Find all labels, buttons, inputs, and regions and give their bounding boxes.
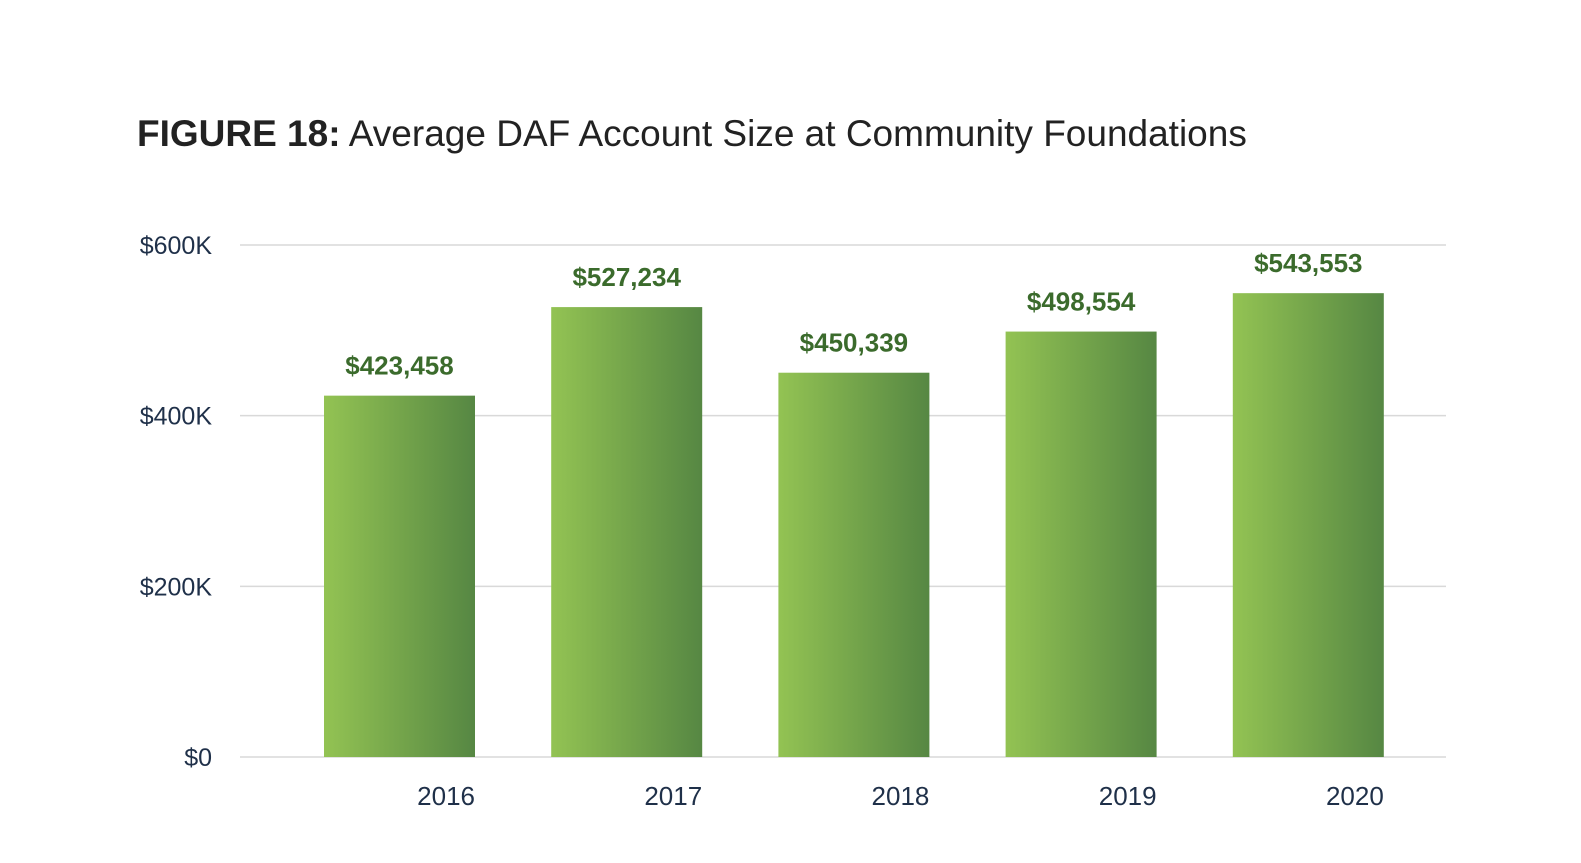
data-label: $450,339 (800, 328, 908, 358)
x-tick-label: 2017 (644, 781, 702, 811)
bar (1005, 331, 1157, 757)
bar (1232, 293, 1384, 757)
x-axis-tick-labels: 2016 2017 2018 2019 2020 (417, 781, 1384, 811)
y-tick-label: $0 (184, 744, 212, 772)
y-axis-tick-labels: $0 $200K $400K $600K (140, 232, 213, 772)
chart-title: FIGURE 18: Average DAF Account Size at C… (137, 112, 1247, 156)
y-tick-label: $600K (140, 232, 213, 260)
data-label: $543,553 (1254, 248, 1362, 278)
data-label: $423,458 (345, 351, 453, 381)
x-tick-label: 2020 (1326, 781, 1384, 811)
x-tick-label: 2019 (1099, 781, 1157, 811)
chart-title-text: Average DAF Account Size at Community Fo… (348, 113, 1247, 154)
y-tick-label: $200K (140, 573, 213, 601)
x-tick-label: 2018 (872, 781, 930, 811)
bars (324, 293, 1384, 757)
data-labels: $423,458 $527,234 $450,339 $498,554 $543,553 (345, 248, 1362, 380)
bar (778, 372, 930, 757)
data-label: $527,234 (572, 262, 681, 292)
y-tick-label: $400K (140, 403, 213, 431)
figure-number: FIGURE 18: (137, 113, 341, 154)
bar (324, 395, 475, 757)
bar (551, 307, 703, 757)
data-label: $498,554 (1027, 287, 1136, 317)
x-tick-label: 2016 (417, 781, 475, 811)
